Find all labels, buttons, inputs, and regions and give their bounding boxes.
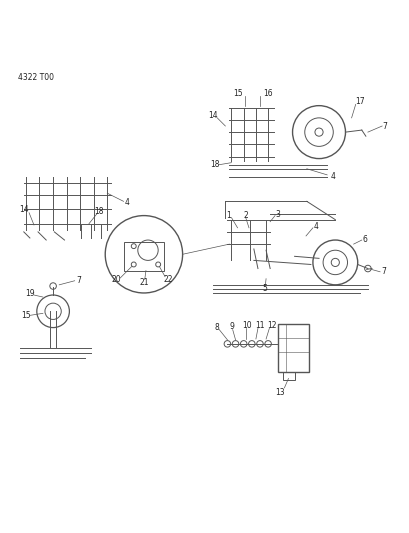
Text: 4: 4 <box>124 198 129 207</box>
Text: 20: 20 <box>111 275 121 284</box>
Text: 10: 10 <box>241 321 251 330</box>
Text: 7: 7 <box>380 267 385 276</box>
Text: 19: 19 <box>25 289 35 298</box>
Text: 17: 17 <box>354 97 364 106</box>
Text: 7: 7 <box>76 276 81 285</box>
Text: 14: 14 <box>208 111 218 120</box>
Bar <box>123 242 164 271</box>
Text: 4322 T00: 4322 T00 <box>18 73 54 82</box>
Text: 3: 3 <box>275 210 280 219</box>
Text: 13: 13 <box>275 388 284 397</box>
Text: 12: 12 <box>267 321 276 330</box>
Text: 11: 11 <box>255 321 264 330</box>
Bar <box>283 373 294 379</box>
Text: 4: 4 <box>313 222 318 231</box>
Text: 18: 18 <box>210 160 219 169</box>
Text: 2: 2 <box>243 211 247 220</box>
Text: 9: 9 <box>229 322 234 332</box>
Text: 5: 5 <box>262 285 267 293</box>
Text: 15: 15 <box>21 311 31 320</box>
Text: 6: 6 <box>361 235 366 244</box>
Text: 14: 14 <box>19 205 29 214</box>
Text: 7: 7 <box>382 122 387 131</box>
Text: 8: 8 <box>213 323 218 332</box>
Text: 21: 21 <box>139 278 148 287</box>
Text: 1: 1 <box>226 211 230 220</box>
Text: 4: 4 <box>330 172 335 181</box>
Bar <box>278 324 308 373</box>
Text: 15: 15 <box>232 89 242 98</box>
Text: 18: 18 <box>94 207 103 216</box>
Text: 16: 16 <box>263 89 272 98</box>
Text: 22: 22 <box>163 275 173 284</box>
